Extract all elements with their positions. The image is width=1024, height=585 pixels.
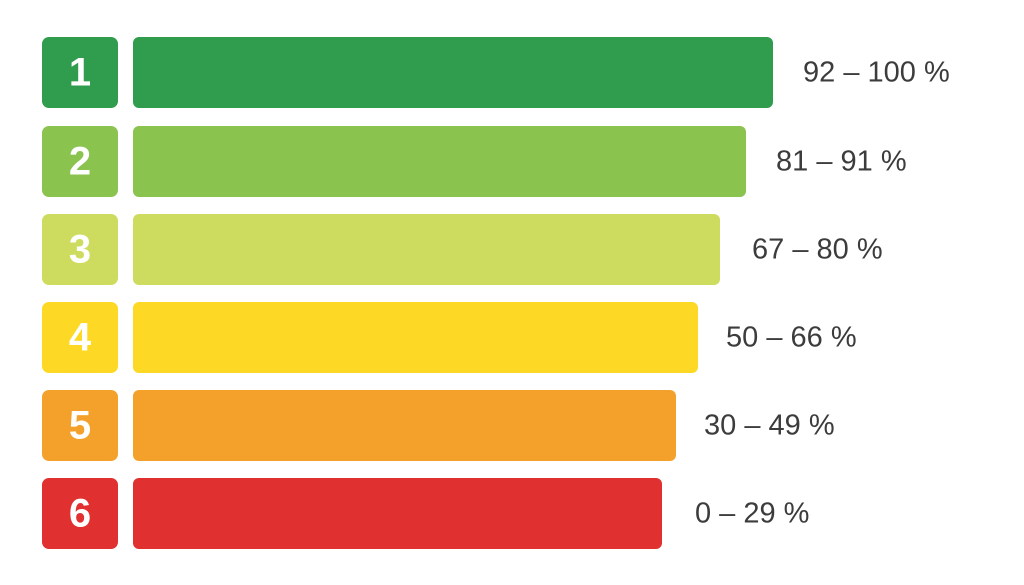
grade-bar	[133, 37, 773, 108]
grade-bar	[133, 302, 698, 373]
grade-range: 67 – 80 %	[752, 234, 883, 266]
grade-bar	[133, 390, 676, 461]
grade-number: 2	[69, 140, 91, 184]
grade-badge	[42, 302, 118, 373]
grade-range: 0 – 29 %	[695, 498, 809, 530]
grade-badge	[42, 478, 118, 549]
grade-badge	[42, 37, 118, 108]
grade-badge	[42, 126, 118, 197]
grade-number: 4	[69, 316, 92, 360]
grade-badge	[42, 390, 118, 461]
grade-number: 1	[69, 51, 91, 95]
grade-badge	[42, 214, 118, 285]
grade-bar	[133, 478, 662, 549]
grade-range: 30 – 49 %	[704, 410, 835, 442]
grade-number: 5	[69, 404, 91, 448]
grade-bar	[133, 126, 746, 197]
grade-bar	[133, 214, 720, 285]
grade-range: 81 – 91 %	[776, 146, 907, 178]
grade-number: 6	[69, 492, 91, 536]
grade-range: 50 – 66 %	[726, 322, 857, 354]
grade-range: 92 – 100 %	[803, 57, 950, 89]
grade-number: 3	[69, 228, 91, 272]
